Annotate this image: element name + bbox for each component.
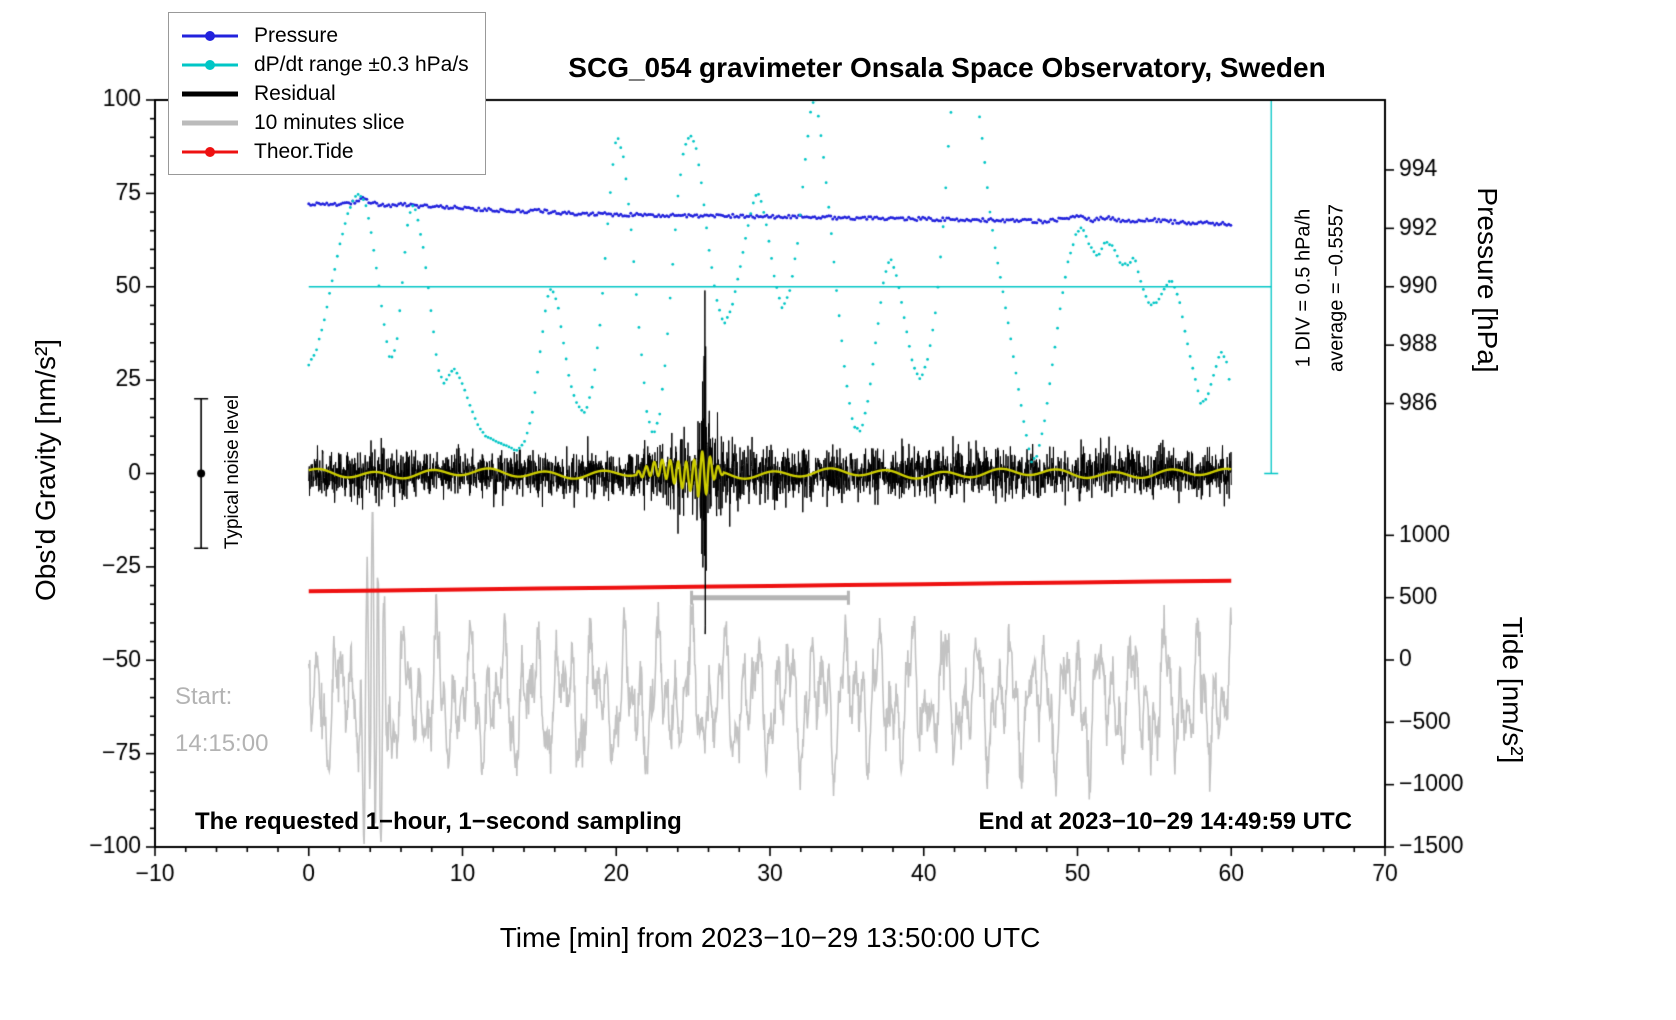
- noise-level-annotation: Typical noise level: [222, 394, 243, 550]
- legend-label: Residual: [254, 81, 336, 105]
- div-scale-annotation: 1 DIV = 0.5 hPa/h: [1292, 208, 1315, 368]
- slice-line-icon: [179, 115, 241, 131]
- legend-label: 10 minutes slice: [254, 110, 405, 134]
- end-time-note: End at 2023−10−29 14:49:59 UTC: [978, 808, 1352, 835]
- legend-item: Residual: [179, 79, 469, 108]
- average-annotation: average = −0.5557: [1325, 204, 1348, 372]
- y-axis-label-gravity: Obs'd Gravity [nm/s²]: [30, 338, 61, 602]
- x-axis-label: Time [min] from 2023−10−29 13:50:00 UTC: [499, 922, 1041, 953]
- sampling-note: The requested 1−hour, 1−second sampling: [195, 808, 682, 835]
- dpdt-line-icon: [179, 57, 241, 73]
- legend-item: dP/dt range ±0.3 hPa/s: [179, 50, 469, 79]
- y-axis-label-pressure: Pressure [hPa]: [1472, 187, 1503, 373]
- start-label: Start:: [175, 683, 233, 710]
- legend-item: 10 minutes slice: [179, 108, 469, 137]
- residual-line-icon: [179, 86, 241, 102]
- legend-label: dP/dt range ±0.3 hPa/s: [254, 52, 469, 76]
- tide-line-icon: [179, 144, 241, 160]
- legend-item: Theor.Tide: [179, 137, 469, 166]
- legend-label: Theor.Tide: [254, 139, 354, 163]
- chart-title: SCG_054 gravimeter Onsala Space Observat…: [568, 52, 1326, 83]
- legend-label: Pressure: [254, 23, 339, 47]
- pressure-line-icon: [179, 28, 241, 44]
- legend-items: Pressure dP/dt range ±0.3 hPa/s Residual 10…: [179, 21, 469, 166]
- legend-item: Pressure: [179, 21, 469, 50]
- legend: Pressure dP/dt range ±0.3 hPa/s Residual 10…: [168, 12, 486, 175]
- y-axis-label-tide: Tide [nm/s²]: [1497, 616, 1528, 764]
- start-time: 14:15:00: [175, 730, 269, 757]
